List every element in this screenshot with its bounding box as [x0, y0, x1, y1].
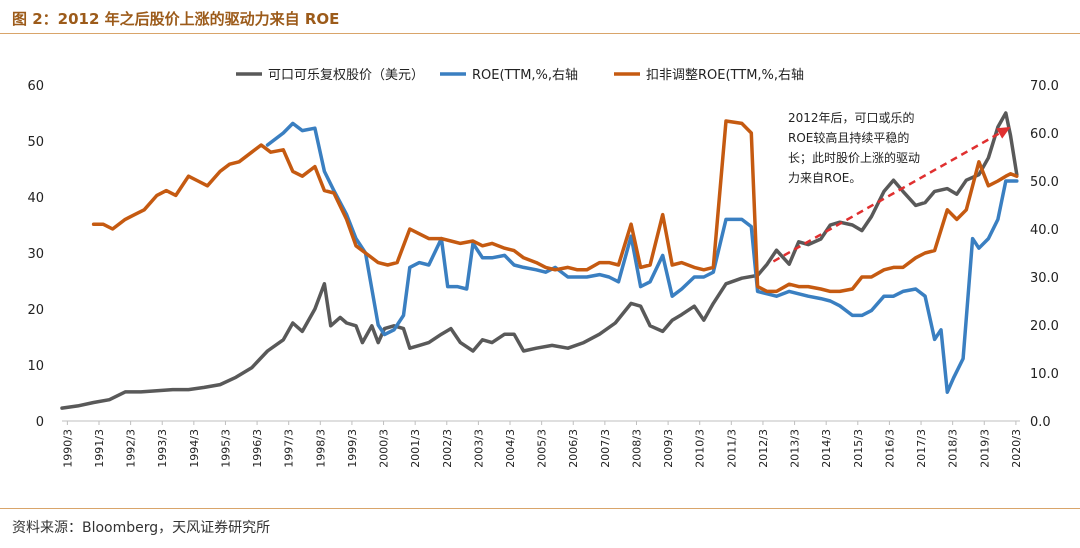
annotation-line: 长；此时股价上涨的驱动 [788, 151, 921, 165]
x-tick-label: 1999/3 [346, 429, 359, 468]
y-right-tick-label: 20.0 [1030, 319, 1059, 334]
annotation-line: 2012年后，可口或乐的 [788, 111, 915, 125]
x-tick-label: 2019/3 [978, 429, 991, 468]
x-tick-label: 2007/3 [599, 429, 612, 468]
annotation-line: ROE较高且持续平稳的 [788, 131, 910, 145]
source-note: 资料来源：Bloomberg，天风证券研究所 [12, 520, 271, 536]
x-tick-label: 2011/3 [725, 429, 738, 468]
price-series-line [60, 111, 1019, 410]
roe-series-line [265, 121, 1019, 394]
x-tick-label: 2016/3 [883, 429, 896, 468]
y-right-tick-label: 70.0 [1030, 79, 1059, 94]
x-tick-label: 2017/3 [915, 429, 928, 468]
x-tick-label: 2001/3 [409, 429, 422, 468]
x-tick-label: 1992/3 [125, 429, 138, 468]
chart-annotation: 2012年后，可口或乐的 ROE较高且持续平稳的 长；此时股价上涨的驱动 力来自… [788, 108, 938, 188]
x-tick-label: 2006/3 [567, 429, 580, 468]
y-right-tick-label: 0.0 [1030, 415, 1051, 430]
y-right-tick-label: 40.0 [1030, 223, 1059, 238]
legend-label: ROE(TTM,%,右轴 [472, 68, 578, 83]
y-right-tick-label: 60.0 [1030, 127, 1059, 142]
roe-adjusted-series-line [91, 119, 1019, 294]
y-right-tick-label: 10.0 [1030, 367, 1059, 382]
legend-label: 可口可乐复权股价（美元） [268, 67, 424, 83]
x-tick-label: 1997/3 [283, 429, 296, 468]
title-divider [0, 33, 1080, 34]
x-tick-label: 1993/3 [156, 429, 169, 468]
y-right-tick-label: 50.0 [1030, 175, 1059, 190]
y-left-tick-label: 60 [27, 79, 44, 94]
x-tick-label: 1996/3 [251, 429, 264, 468]
x-tick-label: 1990/3 [61, 429, 74, 468]
y-left-tick-label: 40 [27, 191, 44, 206]
x-tick-label: 2003/3 [472, 429, 485, 468]
y-left-tick-label: 0 [36, 415, 44, 430]
x-tick-label: 2013/3 [789, 429, 802, 468]
x-tick-label: 2008/3 [630, 429, 643, 468]
footer-divider [0, 508, 1080, 509]
x-tick-label: 2020/3 [1010, 429, 1023, 468]
x-tick-label: 1994/3 [188, 429, 201, 468]
figure-title: 图 2：2012 年之后股价上涨的驱动力来自 ROE [12, 10, 340, 28]
x-tick-label: 2000/3 [378, 429, 391, 468]
y-left-tick-label: 10 [27, 359, 44, 374]
x-tick-label: 1995/3 [219, 429, 232, 468]
x-tick-label: 2005/3 [536, 429, 549, 468]
annotation-line: 力来自ROE。 [788, 171, 862, 185]
x-tick-label: 2004/3 [504, 429, 517, 468]
x-tick-label: 2010/3 [694, 429, 707, 468]
y-right-tick-label: 30.0 [1030, 271, 1059, 286]
x-tick-label: 2009/3 [662, 429, 675, 468]
x-tick-label: 2014/3 [820, 429, 833, 468]
x-tick-label: 2015/3 [852, 429, 865, 468]
legend-label: 扣非调整ROE(TTM,%,右轴 [646, 68, 804, 83]
x-tick-label: 2012/3 [757, 429, 770, 468]
x-tick-label: 2018/3 [947, 429, 960, 468]
y-left-tick-label: 30 [27, 247, 44, 262]
y-left-tick-label: 20 [27, 303, 44, 318]
x-tick-label: 1998/3 [314, 429, 327, 468]
trend-arrow-head [996, 127, 1011, 139]
y-left-tick-label: 50 [27, 135, 44, 150]
x-tick-label: 2002/3 [441, 429, 454, 468]
chart-canvas: 0 10 20 30 40 50 60 0.0 10.0 20.0 30.0 40.0 50.0 60.0… [27, 67, 1059, 468]
x-tick-label: 1991/3 [93, 429, 106, 468]
trend-arrow-line [772, 125, 1012, 263]
